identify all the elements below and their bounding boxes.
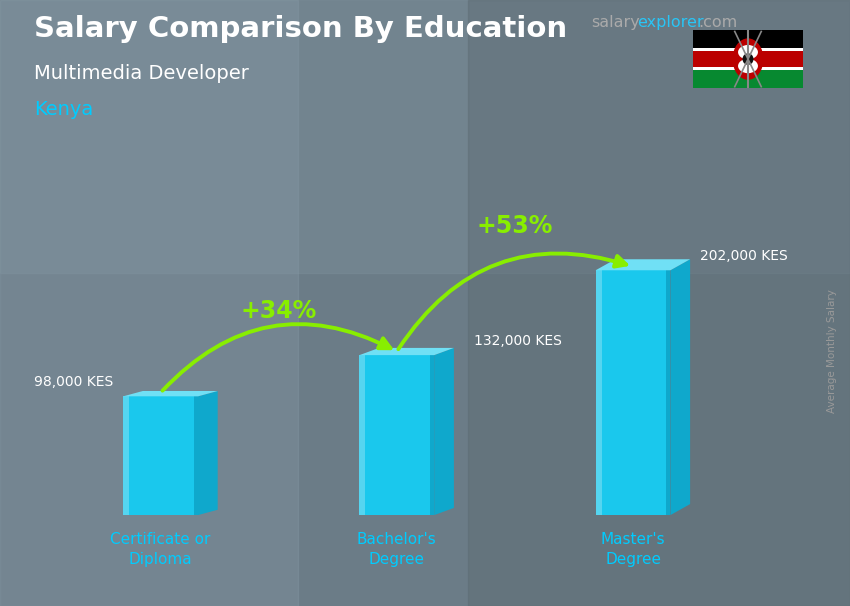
Polygon shape bbox=[434, 348, 454, 515]
Ellipse shape bbox=[733, 38, 763, 80]
Bar bbox=[693, 50, 803, 68]
Bar bbox=[693, 68, 803, 88]
Bar bbox=[693, 48, 803, 51]
Bar bbox=[666, 270, 671, 515]
Text: Kenya: Kenya bbox=[34, 100, 94, 119]
Text: Salary Comparison By Education: Salary Comparison By Education bbox=[34, 15, 567, 43]
Bar bbox=[693, 30, 803, 50]
Text: salary: salary bbox=[591, 15, 639, 30]
Bar bbox=[430, 355, 434, 515]
Polygon shape bbox=[360, 348, 454, 355]
Text: +34%: +34% bbox=[241, 299, 317, 323]
Bar bbox=[693, 67, 803, 70]
Bar bbox=[194, 396, 198, 515]
Bar bbox=[596, 270, 671, 515]
Text: +53%: +53% bbox=[477, 215, 553, 238]
Text: 132,000 KES: 132,000 KES bbox=[473, 334, 562, 348]
Polygon shape bbox=[198, 391, 218, 515]
Bar bbox=[123, 396, 198, 515]
Text: Average Monthly Salary: Average Monthly Salary bbox=[827, 290, 837, 413]
Text: Multimedia Developer: Multimedia Developer bbox=[34, 64, 249, 82]
Text: 98,000 KES: 98,000 KES bbox=[34, 375, 113, 389]
Bar bbox=[0, 0, 850, 273]
Bar bbox=[468, 0, 850, 606]
Text: 202,000 KES: 202,000 KES bbox=[700, 249, 788, 263]
Ellipse shape bbox=[738, 45, 758, 59]
Polygon shape bbox=[123, 391, 218, 396]
Text: .com: .com bbox=[699, 15, 738, 30]
Bar bbox=[360, 355, 366, 515]
Polygon shape bbox=[596, 259, 690, 270]
Text: explorer: explorer bbox=[638, 15, 704, 30]
Bar bbox=[360, 355, 434, 515]
Polygon shape bbox=[671, 259, 690, 515]
Ellipse shape bbox=[743, 53, 753, 65]
Ellipse shape bbox=[738, 59, 758, 73]
Bar bbox=[0, 0, 298, 606]
Bar bbox=[123, 396, 129, 515]
Bar bbox=[596, 270, 602, 515]
